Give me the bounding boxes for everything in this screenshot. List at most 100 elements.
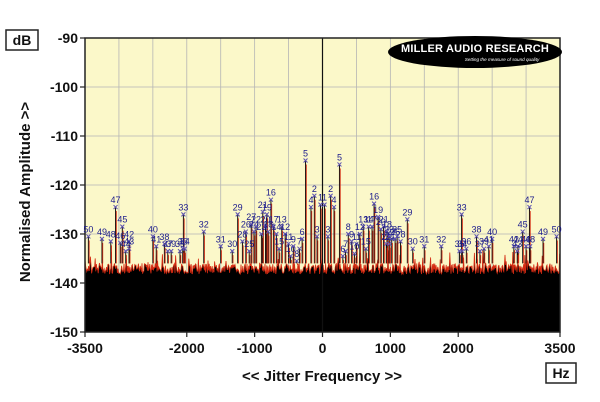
x-marker — [246, 248, 252, 254]
peak-marker: 14 — [364, 215, 374, 230]
peak-label: 48 — [106, 229, 116, 239]
peak-label: 18 — [382, 220, 392, 230]
peak-label: 42 — [124, 229, 134, 239]
peak-marker: 38 — [159, 232, 169, 247]
peak-marker: 17 — [269, 215, 279, 230]
peak-marker: 24 — [249, 220, 259, 234]
x-marker — [299, 236, 305, 242]
peak-label: 35 — [175, 239, 185, 249]
x-marker — [218, 243, 224, 249]
peak-marker: 28 — [396, 229, 406, 244]
peak-label: 39 — [166, 239, 176, 249]
x-marker — [268, 197, 274, 203]
peak-marker: 36 — [461, 237, 471, 252]
x-tick-label: 2000 — [443, 340, 474, 356]
peak-marker: 15 — [274, 237, 284, 252]
peak-marker: 47 — [524, 195, 534, 210]
peak-marker: 40 — [148, 224, 158, 239]
peak-marker: 40 — [487, 227, 497, 242]
x-marker — [464, 246, 469, 252]
peak-label: 17 — [367, 215, 377, 225]
x-marker — [126, 246, 132, 252]
peak-label: 26 — [390, 227, 400, 237]
x-marker — [322, 202, 327, 207]
x-marker — [248, 221, 254, 227]
peak-label: 45 — [117, 215, 127, 225]
x-marker — [265, 229, 271, 234]
x-marker — [168, 248, 174, 254]
peak-label: 29 — [402, 207, 412, 217]
peak-marker: 46 — [115, 231, 125, 246]
peak-label: 48 — [525, 234, 535, 244]
peak-label: 22 — [381, 232, 391, 242]
jitter-spikes — [87, 160, 558, 265]
x-marker — [243, 229, 249, 234]
peak-label: 44 — [121, 239, 131, 249]
peak-label: 3 — [325, 224, 330, 234]
peak-marker: 33 — [457, 202, 467, 217]
peak-marker: 14 — [271, 222, 281, 237]
peak-marker: 16 — [266, 188, 276, 203]
peak-marker: 13 — [277, 215, 287, 230]
x-marker — [201, 229, 207, 234]
peak-marker: 39 — [166, 239, 176, 254]
x-marker — [312, 193, 317, 199]
x-marker — [404, 216, 410, 222]
x-marker — [294, 258, 300, 264]
peak-label: 50 — [83, 224, 93, 234]
peak-marker: 29 — [233, 202, 243, 217]
peak-label: 30 — [227, 239, 237, 249]
peak-marker: 3 — [325, 224, 330, 239]
peak-label: 27 — [387, 227, 397, 237]
peak-marker: 21 — [379, 215, 389, 230]
x-marker — [481, 246, 487, 252]
peak-marker: 5 — [337, 152, 342, 167]
peak-label: 36 — [178, 237, 188, 247]
peak-marker: 18 — [382, 220, 392, 234]
peak-label: 20 — [376, 217, 386, 227]
peak-marker: 43 — [124, 237, 134, 252]
y-axis: -90 -100 -110 -120 -130 -140 -150 — [50, 30, 85, 340]
x-marker — [381, 224, 386, 230]
peak-label: 21 — [379, 215, 389, 225]
peak-marker: 48 — [106, 229, 116, 244]
peak-label: 1 — [322, 193, 327, 203]
peak-label: 17 — [269, 215, 279, 225]
peak-label: 33 — [178, 202, 188, 212]
y-axis-title: Normalised Amplitude >> — [17, 102, 34, 283]
peak-marker: 23 — [256, 222, 266, 237]
x-unit-label: Hz — [552, 365, 569, 381]
x-axis: -3500 -2000 -1000 0 1000 2000 3500 — [67, 332, 576, 356]
peak-label: 5 — [303, 149, 308, 159]
peak-label: 39 — [479, 237, 489, 247]
peak-marker: 8 — [346, 222, 351, 237]
x-marker — [290, 243, 296, 249]
peak-marker: 11 — [284, 232, 293, 247]
x-marker — [398, 238, 403, 244]
x-marker — [282, 231, 288, 237]
peak-marker: 11 — [352, 232, 361, 247]
peak-label: 35 — [455, 239, 465, 249]
peak-marker: 9 — [290, 234, 296, 249]
peak-label: 30 — [408, 237, 418, 247]
peak-label: 32 — [436, 234, 446, 244]
y-tick-label: -90 — [58, 30, 78, 46]
x-marker — [477, 248, 483, 254]
x-marker — [489, 236, 495, 242]
x-marker — [354, 241, 359, 247]
logo-name: MILLER AUDIO RESEARCH — [401, 43, 549, 55]
x-marker — [349, 238, 355, 244]
x-marker — [386, 234, 392, 239]
peak-label: 31 — [419, 234, 429, 244]
miller-audio-research-logo: MILLER AUDIO RESEARCH Setting the measur… — [388, 36, 562, 68]
x-marker — [474, 234, 479, 239]
peak-marker: 6 — [340, 244, 345, 259]
peak-label: 26 — [241, 220, 251, 230]
x-marker — [331, 204, 337, 210]
peak-label: 40 — [487, 227, 497, 237]
peak-marker: 29 — [402, 207, 412, 222]
peak-label: 38 — [159, 232, 169, 242]
peak-marker: 4 — [331, 195, 337, 210]
